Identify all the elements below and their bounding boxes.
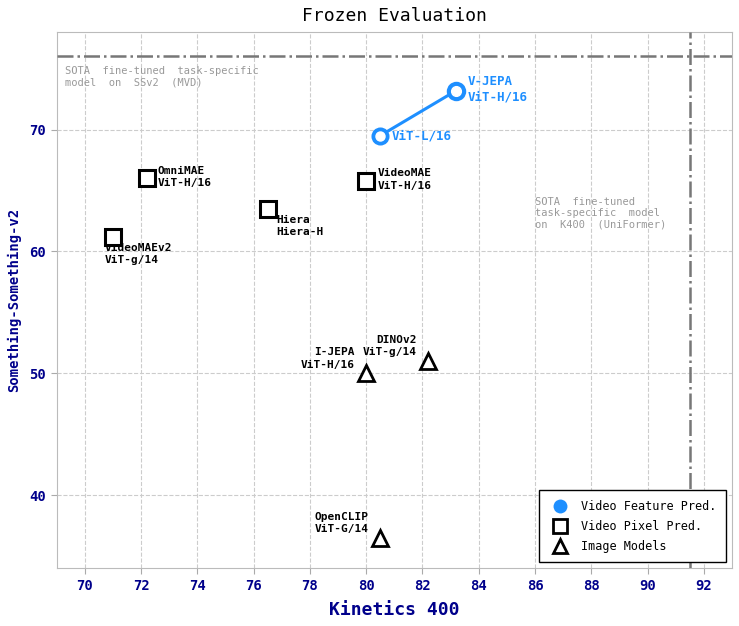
Legend: Video Feature Pred., Video Pixel Pred., Image Models: Video Feature Pred., Video Pixel Pred., …: [539, 490, 726, 562]
Text: VideoMAEv2
ViT-g/14: VideoMAEv2 ViT-g/14: [104, 243, 172, 265]
Text: I-JEPA
ViT-H/16: I-JEPA ViT-H/16: [301, 347, 355, 369]
Text: V-JEPA
ViT-H/16: V-JEPA ViT-H/16: [468, 75, 528, 104]
Text: DINOv2
ViT-g/14: DINOv2 ViT-g/14: [363, 335, 417, 357]
Text: SOTA  fine-tuned
task-specific  model
on  K400  (UniFormer): SOTA fine-tuned task-specific model on K…: [535, 197, 667, 230]
X-axis label: Kinetics 400: Kinetics 400: [329, 601, 460, 619]
Text: ViT-L/16: ViT-L/16: [392, 129, 452, 142]
Text: OpenCLIP
ViT-G/14: OpenCLIP ViT-G/14: [315, 512, 369, 534]
Text: OmniMAE
ViT-H/16: OmniMAE ViT-H/16: [158, 166, 212, 188]
Text: SOTA  fine-tuned  task-specific
model  on  SSv2  (MVD): SOTA fine-tuned task-specific model on S…: [65, 66, 259, 88]
Y-axis label: Something-Something-v2: Something-Something-v2: [7, 208, 21, 393]
Title: Frozen Evaluation: Frozen Evaluation: [302, 7, 487, 25]
Text: VideoMAE
ViT-H/16: VideoMAE ViT-H/16: [378, 168, 432, 191]
Text: Hiera
Hiera-H: Hiera Hiera-H: [276, 215, 324, 237]
